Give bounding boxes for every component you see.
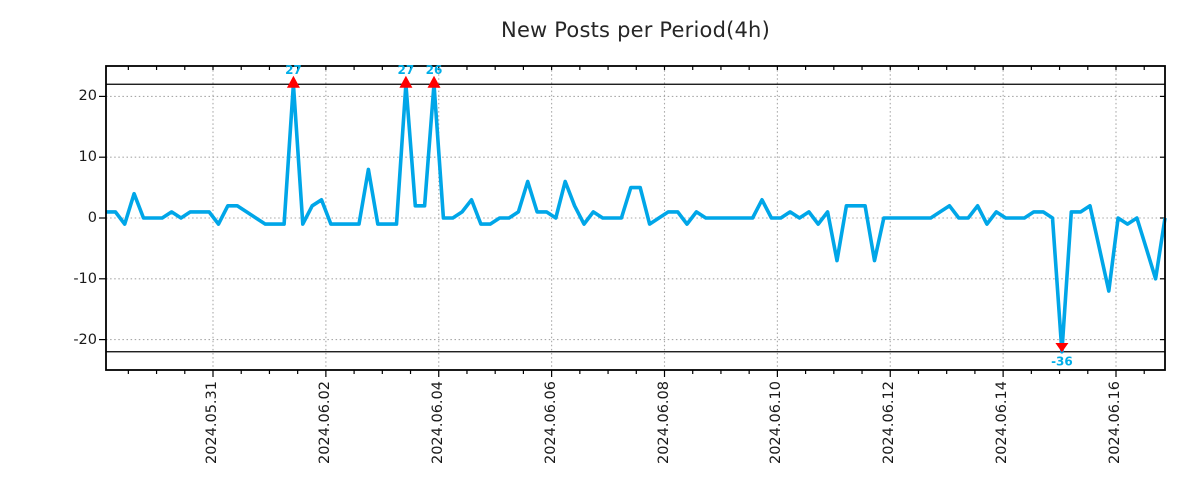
x-tick-label: 2024.06.12 [881,381,898,465]
x-tick-label: 2024.06.14 [994,381,1011,465]
y-tick-label: 20 [78,88,97,105]
x-tick-label: 2024.05.31 [204,381,220,465]
x-tick-label: 2024.06.10 [768,381,785,465]
x-tick-label: 2024.06.16 [1107,381,1123,465]
spike-value-label: 27 [285,63,302,77]
y-tick-label: 0 [87,210,97,226]
chart-line [106,82,1167,354]
y-tick-label: -10 [73,270,97,287]
spike-marker-up [399,75,413,88]
x-tick-label: 2024.06.06 [542,381,559,465]
x-tick-label: 2024.06.04 [429,381,446,465]
y-tick-label: 10 [78,149,97,166]
x-tick-label: 2024.06.08 [655,381,672,465]
spike-marker-up [427,75,441,88]
spike-value-label: 26 [426,63,443,77]
plot-border [105,65,1166,371]
spike-value-label: -36 [1051,354,1073,368]
y-tick-label: -20 [73,331,97,348]
spike-marker-up [286,75,300,88]
chart-title: New Posts per Period(4h) [501,18,770,42]
spike-value-label: 27 [398,63,415,77]
spike-marker-down [1055,342,1069,353]
x-tick-label: 2024.06.02 [316,381,333,465]
